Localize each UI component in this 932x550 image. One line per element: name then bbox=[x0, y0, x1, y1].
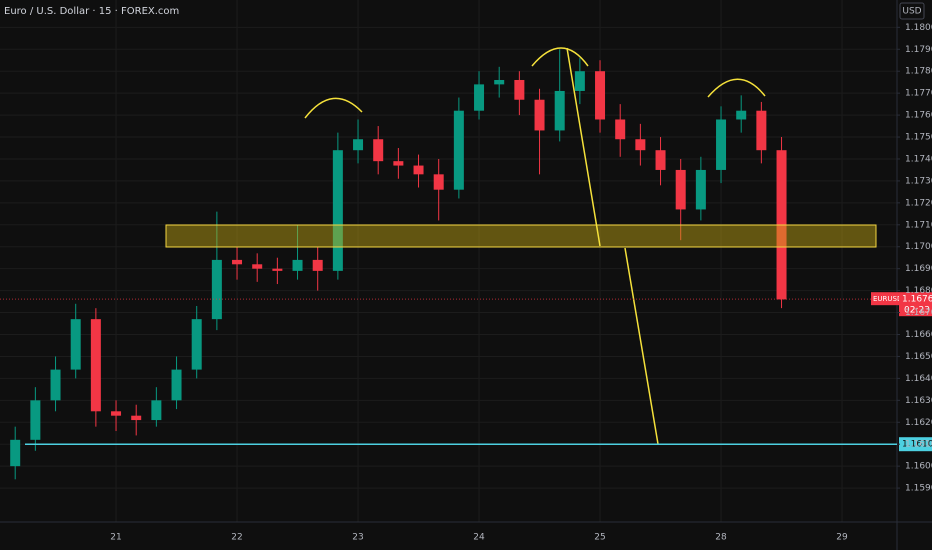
candle-body bbox=[50, 369, 61, 401]
symbol-label: EURUSD bbox=[873, 295, 902, 303]
candle-body bbox=[554, 90, 565, 131]
support-price-tag bbox=[899, 437, 932, 452]
x-tick-label: 25 bbox=[594, 533, 605, 543]
y-tick-label: 1.17100 bbox=[905, 220, 932, 230]
head-height-line bbox=[566, 47, 601, 247]
x-tick-label: 28 bbox=[715, 533, 727, 543]
candle-body bbox=[252, 264, 263, 269]
y-tick-label: 1.16300 bbox=[905, 396, 932, 406]
candle-body bbox=[655, 150, 666, 170]
candle-body bbox=[70, 319, 81, 370]
y-tick-label: 1.17900 bbox=[905, 45, 932, 55]
supply-demand-zone bbox=[165, 224, 877, 248]
candle-body bbox=[433, 174, 444, 190]
x-tick-label: 29 bbox=[836, 533, 848, 543]
candle-body bbox=[615, 119, 626, 140]
y-tick-label: 1.17000 bbox=[905, 242, 932, 252]
x-tick-label: 22 bbox=[231, 533, 242, 543]
y-tick-label: 1.17600 bbox=[905, 111, 932, 121]
candle-body bbox=[111, 411, 122, 416]
candle-body bbox=[30, 400, 41, 440]
candle-body bbox=[353, 139, 364, 151]
y-tick-label: 1.17800 bbox=[905, 67, 932, 77]
currency[interactable]: USD bbox=[902, 7, 921, 17]
y-tick-label: 1.18000 bbox=[905, 23, 932, 33]
y-tick-label: 1.16700 bbox=[905, 308, 932, 318]
head-arc bbox=[531, 47, 589, 67]
candle-body bbox=[736, 110, 747, 120]
price-tag bbox=[899, 292, 932, 317]
y-tick-label: 1.16200 bbox=[905, 418, 932, 428]
candle-body bbox=[211, 259, 222, 320]
candle-body bbox=[514, 79, 525, 100]
candle-body bbox=[474, 84, 485, 111]
candle-body bbox=[171, 369, 182, 401]
candle-body bbox=[312, 259, 323, 271]
candle-body bbox=[453, 110, 464, 190]
candle-body bbox=[635, 139, 646, 151]
right-shoulder-arc bbox=[707, 78, 766, 98]
y-tick-label: 1.15900 bbox=[905, 484, 932, 494]
y-tick-label: 1.17700 bbox=[905, 89, 932, 99]
candle-body bbox=[534, 99, 545, 131]
candle-body bbox=[292, 259, 303, 271]
y-tick-label: 1.16000 bbox=[905, 462, 932, 472]
x-tick-label: 23 bbox=[352, 533, 363, 543]
countdown: 02:23 bbox=[904, 306, 930, 316]
candle-body bbox=[10, 439, 21, 467]
y-tick-label: 1.16400 bbox=[905, 374, 932, 384]
candle-body bbox=[595, 71, 606, 120]
candle-body bbox=[232, 259, 243, 265]
x-tick-label: 21 bbox=[110, 533, 121, 543]
y-tick-label: 1.17400 bbox=[905, 154, 932, 164]
candle-body bbox=[90, 319, 101, 412]
x-tick-label: 24 bbox=[473, 533, 485, 543]
y-tick-label: 1.16800 bbox=[905, 286, 932, 296]
left-shoulder-arc bbox=[304, 97, 363, 119]
y-tick-label: 1.16500 bbox=[905, 352, 932, 362]
candle-body bbox=[131, 415, 142, 421]
y-tick-label: 1.17300 bbox=[905, 176, 932, 186]
candle-body bbox=[494, 79, 505, 85]
support-price-label: 1.16100 bbox=[902, 440, 932, 450]
candle-body bbox=[695, 169, 706, 210]
y-tick-label: 1.17500 bbox=[905, 133, 932, 143]
candle-body bbox=[373, 139, 384, 162]
symbol-title: Euro / U.S. Dollar · 15 · FOREX.com bbox=[4, 6, 179, 17]
y-tick-label: 1.17200 bbox=[905, 198, 932, 208]
candle-body bbox=[191, 319, 202, 370]
price-label: 1.16761 bbox=[902, 295, 932, 305]
y-tick-label: 1.16100 bbox=[905, 440, 932, 450]
candle-body bbox=[574, 71, 585, 91]
target-projection-line bbox=[624, 247, 659, 445]
candle-body bbox=[413, 165, 424, 175]
currency-box[interactable] bbox=[899, 2, 925, 20]
candle-body bbox=[272, 268, 283, 271]
candle-body bbox=[675, 169, 686, 210]
y-tick-label: 1.16600 bbox=[905, 330, 932, 340]
candle-body bbox=[151, 400, 162, 421]
candle-body bbox=[756, 110, 767, 151]
candle-body bbox=[716, 119, 727, 170]
candle-body bbox=[393, 161, 404, 166]
y-tick-label: 1.16900 bbox=[905, 264, 932, 274]
symbol-tag bbox=[871, 292, 899, 306]
candle-body bbox=[332, 150, 343, 271]
